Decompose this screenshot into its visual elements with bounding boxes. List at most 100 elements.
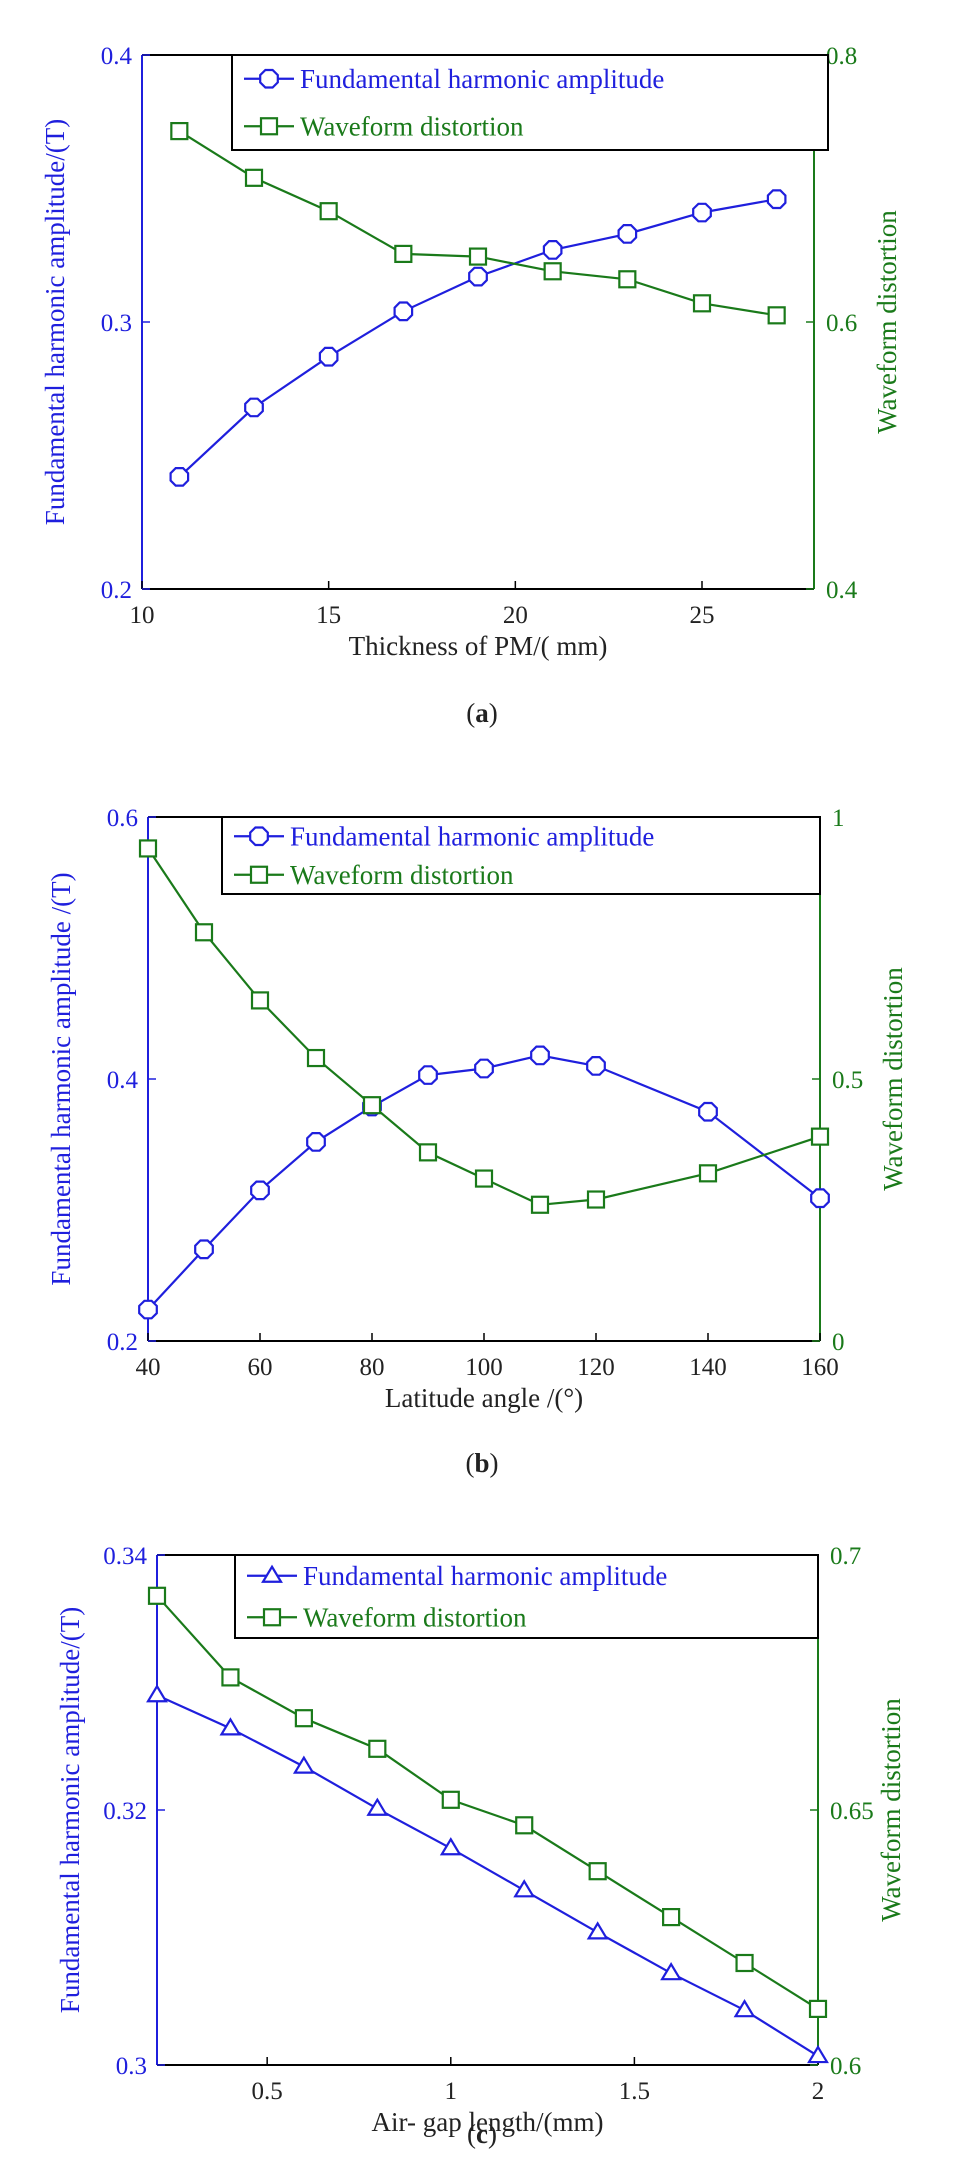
legend: Fundamental harmonic amplitude Waveform d…	[231, 54, 829, 151]
y-axis-label-right: Waveform distortion	[878, 967, 908, 1191]
legend-label: Fundamental harmonic amplitude	[290, 821, 654, 851]
y-right-tick-label: 0.4	[826, 577, 858, 604]
legend-marker	[261, 1564, 283, 1583]
chart-c: 0.5 1 1.5 2 0.3 0.32 0.34 0.6 0.65 0.7 Air- gap le…	[55, 1543, 906, 2149]
data-point	[692, 294, 712, 313]
data-point	[810, 1188, 830, 1209]
data-point	[318, 346, 339, 367]
series-line	[156, 1694, 819, 2058]
figure-caption: (b)	[465, 1448, 498, 1478]
data-point	[513, 1879, 536, 1898]
y-axis-label-left: Fundamental harmonic amplitude /(T)	[46, 872, 76, 1285]
x-tick-label: 10	[130, 602, 155, 629]
data-point	[586, 1190, 606, 1209]
legend-box	[221, 816, 821, 895]
data-point	[474, 1058, 494, 1079]
y-right-tick-label: 0.65	[830, 1798, 874, 1825]
x-axis-label: Latitude angle /(°)	[385, 1383, 583, 1413]
series-waveform-distortion	[170, 121, 786, 325]
legend-label: Waveform distortion	[290, 860, 514, 890]
x-tick-label: 2	[812, 2078, 825, 2105]
y-left-tick-label: 0.32	[103, 1798, 147, 1825]
data-point	[138, 839, 158, 858]
figure-caption: (c)	[467, 2119, 497, 2149]
data-point	[660, 1962, 683, 1981]
y-right-tick-label: 0.6	[830, 2053, 861, 2080]
caption-open: (	[465, 1448, 474, 1478]
caption-close: )	[488, 2119, 497, 2149]
series-line	[178, 198, 777, 478]
caption-open: (	[466, 698, 475, 728]
data-point	[807, 2044, 829, 2064]
data-point	[294, 1709, 313, 1728]
y-left-tick-label: 0.3	[101, 310, 132, 337]
legend-box	[234, 1554, 819, 1639]
y-right-tick-label: 1	[832, 805, 845, 832]
data-point	[766, 189, 787, 210]
data-point	[147, 1586, 167, 1605]
series-line	[156, 1595, 819, 2010]
data-point	[441, 1790, 460, 1809]
legend-marker	[259, 117, 279, 136]
data-point	[810, 1127, 830, 1146]
y-axis-label-right: Waveform distortion	[876, 1698, 906, 1922]
data-point	[618, 270, 637, 289]
caption-close: )	[490, 1448, 499, 1478]
y-left-tick-label: 0.2	[101, 577, 132, 604]
data-point	[692, 202, 712, 223]
legend-label: Waveform distortion	[303, 1602, 527, 1632]
data-point	[146, 1684, 168, 1703]
data-point	[244, 397, 264, 418]
data-point	[138, 1299, 158, 1320]
figure-caption: (a)	[466, 698, 498, 728]
data-point	[319, 202, 338, 221]
data-point	[418, 1143, 438, 1162]
x-tick-label: 0.5	[252, 2078, 283, 2105]
data-point	[468, 266, 488, 287]
y-axis-label-left: Fundamental harmonic amplitude/(T)	[40, 119, 70, 525]
series-waveform-distortion	[147, 1586, 828, 2019]
y-right-tick-label: 0	[832, 1329, 845, 1356]
data-point	[543, 262, 562, 281]
y-right-tick-label: 0.6	[826, 310, 857, 337]
legend-label: Waveform distortion	[300, 111, 524, 141]
data-point	[250, 991, 270, 1010]
y-left-tick-label: 0.3	[116, 2053, 147, 2080]
legend-marker	[249, 826, 269, 847]
data-point	[306, 1048, 326, 1068]
y-left-tick-label: 0.6	[107, 805, 138, 832]
data-point	[530, 1195, 550, 1214]
y-right-tick-label: 0.7	[830, 1543, 861, 1570]
x-tick-label: 1	[445, 2078, 458, 2105]
legend-box	[231, 54, 829, 151]
caption-close: )	[489, 698, 498, 728]
y-axis-label-left: Fundamental harmonic amplitude/(T)	[55, 1607, 85, 2013]
x-tick-label: 140	[689, 1354, 727, 1381]
x-tick-label: 120	[577, 1354, 615, 1381]
caption-letter: b	[474, 1448, 489, 1478]
data-point	[250, 1180, 270, 1201]
legend-marker	[262, 1608, 282, 1627]
data-point	[698, 1164, 718, 1183]
data-point	[662, 1907, 681, 1927]
y-axis-label-right: Waveform distortion	[872, 210, 902, 434]
y-left-tick-label: 0.2	[107, 1329, 138, 1356]
x-tick-label: 40	[136, 1354, 161, 1381]
data-point	[735, 1953, 754, 1973]
x-tick-label: 160	[801, 1354, 839, 1381]
data-point	[394, 244, 413, 264]
data-point	[368, 1739, 387, 1758]
legend-label: Fundamental harmonic amplitude	[303, 1561, 667, 1591]
chart-b: 40 60 80 100 120 140 160 0.2 0.4 0.6 0 0.5 1 Latitude…	[46, 805, 908, 1478]
data-point	[194, 1239, 214, 1260]
y-left-tick-label: 0.34	[103, 1543, 147, 1570]
x-axis-label: Air- gap length/(mm)	[372, 2107, 604, 2137]
data-point	[366, 1797, 389, 1816]
x-axis-label: Thickness of PM/( mm)	[349, 631, 608, 661]
series-fundamental-amplitude	[146, 1684, 829, 2064]
x-tick-label: 100	[465, 1354, 503, 1381]
series-line	[178, 130, 777, 317]
legend-marker	[259, 68, 279, 89]
data-point	[767, 306, 786, 325]
